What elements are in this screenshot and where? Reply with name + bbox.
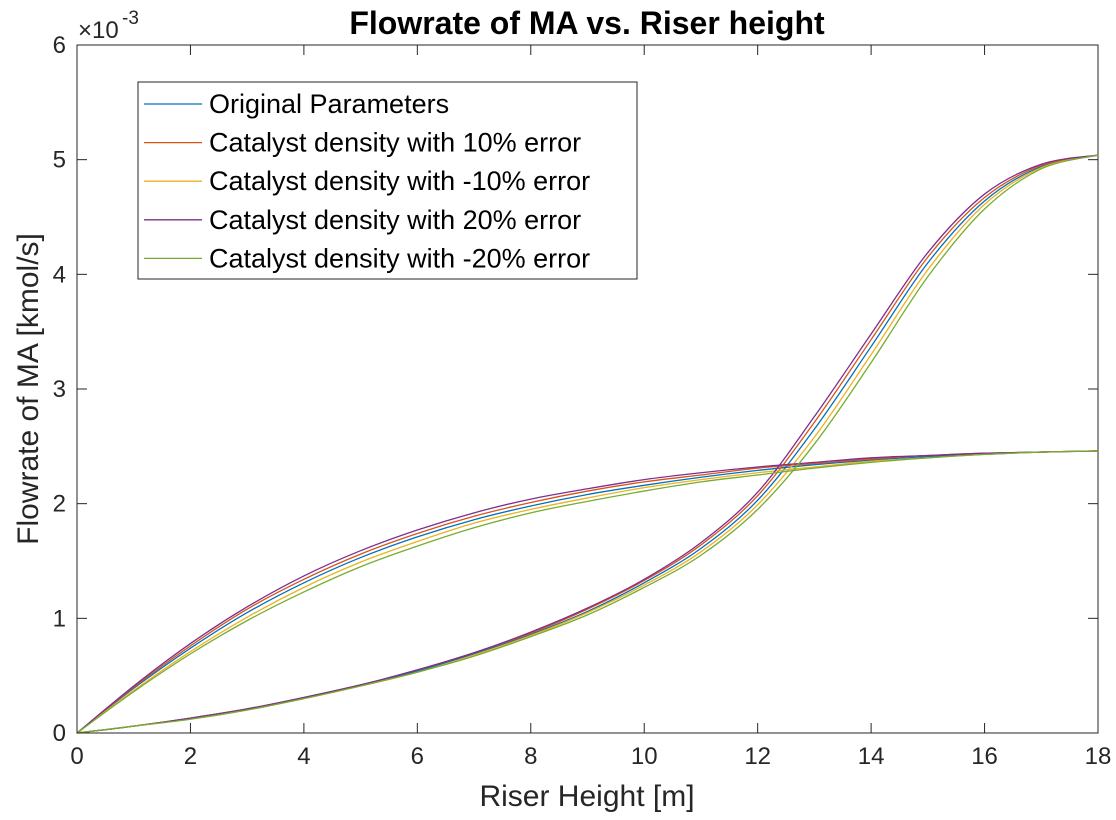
x-tick-label: 14	[858, 743, 885, 770]
legend-label: Catalyst density with 20% error	[209, 205, 581, 235]
series-line-5-curve-1	[76, 450, 1099, 734]
legend-label: Catalyst density with -10% error	[209, 166, 590, 196]
legend-label: Original Parameters	[209, 89, 449, 119]
y-tick-label: 4	[53, 261, 66, 288]
y-exponent-power: -3	[122, 8, 139, 29]
y-exponent-label: ×10 -3	[78, 8, 139, 44]
legend-box	[137, 81, 638, 280]
legend: Original Parameters Catalyst density with…	[137, 81, 638, 280]
legend-label: Catalyst density with 10% error	[209, 128, 581, 158]
series-line-1-curve-1	[76, 450, 1099, 734]
x-axis-title: Riser Height [m]	[479, 780, 694, 813]
y-tick-label: 6	[53, 32, 66, 59]
chart-title: Flowrate of MA vs. Riser height	[349, 5, 825, 41]
y-axis-title: Flowrate of MA [kmol/s]	[12, 233, 45, 545]
series-line-5-curve-2	[76, 154, 1099, 734]
y-tick-label: 2	[53, 491, 66, 518]
x-tick-label: 0	[70, 743, 83, 770]
legend-label: Catalyst density with -20% error	[209, 243, 590, 273]
x-tick-label: 18	[1085, 743, 1112, 770]
series-line-4-curve-2	[76, 154, 1099, 734]
x-tick-label: 10	[631, 743, 658, 770]
series-lines	[76, 154, 1099, 734]
x-tick-label: 6	[411, 743, 424, 770]
x-tick-label: 2	[184, 743, 197, 770]
y-tick-label: 1	[53, 605, 66, 632]
y-exponent-base: ×10	[78, 17, 119, 44]
series-line-4-curve-1	[76, 450, 1099, 734]
y-tick-label: 5	[53, 147, 66, 174]
legend-entries: Original Parameters Catalyst density with…	[144, 89, 590, 273]
y-tick-label: 3	[53, 376, 66, 403]
x-tick-label: 12	[744, 743, 771, 770]
x-tick-label: 8	[524, 743, 537, 770]
x-tick-label: 16	[971, 743, 998, 770]
x-tick-label: 4	[297, 743, 310, 770]
y-tick-label: 0	[53, 720, 66, 747]
